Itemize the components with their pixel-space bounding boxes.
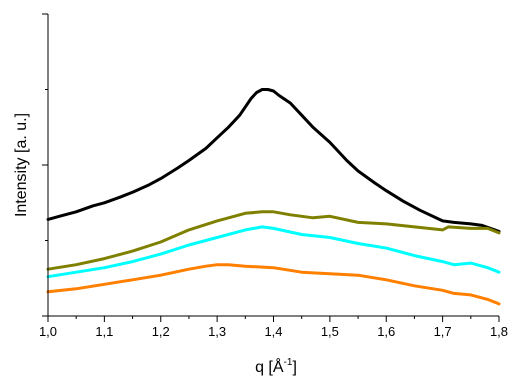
x-tick-label: 1,7 <box>434 324 452 339</box>
y-axis-title: Intensity [a. u.] <box>13 113 30 217</box>
x-tick-labels: 1,0 1,1 1,2 1,3 1,4 1,5 1,6 1,7 1,8 <box>39 324 508 339</box>
x-tick-label: 1,6 <box>377 324 395 339</box>
x-axis-title-superscript: -1 <box>284 357 293 368</box>
series-line-2 <box>46 210 501 271</box>
x-tick-label: 1,1 <box>95 324 113 339</box>
x-tick-label: 1,0 <box>39 324 57 339</box>
x-tick-label: 1,4 <box>264 324 282 339</box>
plot-lines <box>46 88 501 306</box>
x-axis-title-main: q [Å <box>255 357 284 376</box>
series-line-1 <box>46 88 501 233</box>
x-axis-title-end: ] <box>292 359 296 376</box>
x-tick-label: 1,3 <box>208 324 226 339</box>
x-axis-title: q [Å-1] <box>255 357 297 376</box>
series-line-3 <box>46 225 501 279</box>
x-tick-label: 1,8 <box>490 324 508 339</box>
series-line-4 <box>46 263 501 306</box>
x-tick-label: 1,2 <box>152 324 170 339</box>
axes <box>42 13 500 322</box>
x-tick-label: 1,5 <box>321 324 339 339</box>
